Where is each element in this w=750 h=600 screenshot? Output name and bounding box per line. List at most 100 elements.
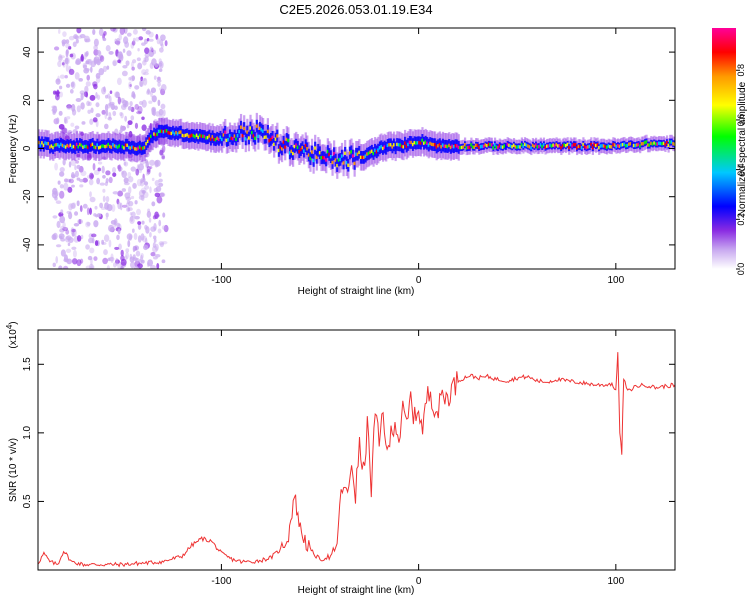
heatmap-cell [134,122,139,129]
snr-panel: -100 0 100 0.5 1.0 1.5 Height of straight li… [5,321,676,596]
heatmap-cell [143,72,149,76]
heatmap-cell [445,144,448,148]
heatmap-cell [359,155,363,160]
heatmap-cell [155,33,159,40]
heatmap-cell [115,257,119,266]
heatmap-cell [123,28,128,34]
heatmap-cell [213,137,216,141]
heatmap-cell [136,57,141,62]
heatmap-cell [411,142,415,147]
heatmap-cell [122,127,126,131]
heatmap-cell [159,129,162,133]
heatmap-cell [71,258,78,265]
heatmap-cell [153,187,158,193]
heatmap-cell [148,38,154,42]
heatmap-cell [228,134,232,138]
heatmap-cell [120,258,127,266]
heatmap-cell [546,144,549,148]
heatmap-cell [186,133,189,137]
heatmap-cell [377,148,380,152]
heatmap-cell [208,134,211,138]
heatmap-cell [64,56,70,65]
heatmap-cell [85,60,90,65]
heatmap-cell [62,226,69,231]
heatmap-cell [607,144,610,148]
heatmap-cell [121,170,128,178]
heatmap-cell [129,146,132,150]
heatmap-cell [86,74,90,81]
heatmap-cell [78,78,83,82]
heatmap-cell [137,105,143,114]
heatmap-cell [307,153,310,157]
heatmap-cell [396,142,399,147]
heatmap-cell [82,177,88,183]
heatmap-cell [591,146,594,150]
heatmap-cell [161,155,166,160]
heatmap-cell [170,131,173,136]
heatmap-cell [143,181,149,186]
heatmap-cell [672,141,675,146]
heatmap-cell [317,148,320,153]
heatmap-cell [467,145,470,150]
heatmap-cell [62,59,66,68]
heatmap-cell [58,53,63,61]
heatmap-cell [114,246,120,250]
heatmap-cell [66,105,72,110]
heatmap-cell [162,241,168,245]
heatmap-cell [130,115,135,121]
heatmap-cell [149,166,153,170]
heatmap-cell [85,221,91,228]
heatmap-cell [561,144,564,148]
heatmap-cell [318,151,322,155]
heatmap-cell [441,143,445,147]
heatmap-cell [150,134,153,139]
heatmap-cell [479,145,482,149]
heatmap-cell [631,142,634,146]
heatmap-cell [128,81,132,90]
heatmap-cell [123,177,129,184]
heatmap-cell [68,161,72,168]
heatmap-cell [339,157,342,162]
x-tick-label: -100 [211,576,231,587]
heatmap-cell [150,265,156,269]
heatmap-cell [225,138,228,143]
heatmap-cell [252,134,255,138]
heatmap-cell [216,136,219,140]
heatmap-cell [55,78,61,83]
heatmap-cell [145,152,150,158]
heatmap-cell [646,143,650,147]
heatmap-cell [122,48,126,53]
heatmap-cell [71,228,76,233]
heatmap-cell [126,32,132,37]
heatmap-cell [108,239,112,248]
heatmap-cell [239,125,243,129]
spectrogram-y-axis-label: Frequency (Hz) [8,115,19,184]
heatmap-cell [246,130,249,134]
heatmap-cell [127,105,132,111]
heatmap-cell [217,137,221,142]
heatmap-cell [96,49,101,56]
heatmap-cell [73,34,78,40]
heatmap-cell [106,265,111,269]
heatmap-cell [71,232,75,237]
snr-scale-factor: (x104) [5,321,19,348]
heatmap-cell [141,259,145,264]
heatmap-cell [583,145,587,149]
heatmap-cell [51,233,57,241]
heatmap-cell [90,173,95,179]
heatmap-cell [75,142,79,147]
heatmap-cell [68,211,73,220]
heatmap-cell [419,141,423,145]
heatmap-cell [157,228,162,234]
heatmap-cell [634,143,637,148]
heatmap-cell [153,223,157,231]
heatmap-cell [59,74,66,79]
heatmap-cell [76,28,82,34]
heatmap-cell [437,144,440,148]
heatmap-cell [72,144,75,149]
heatmap-cell [471,145,475,149]
heatmap-cell [101,144,104,148]
heatmap-cell [465,146,468,150]
heatmap-cell [159,47,164,53]
heatmap-cell [116,234,120,241]
